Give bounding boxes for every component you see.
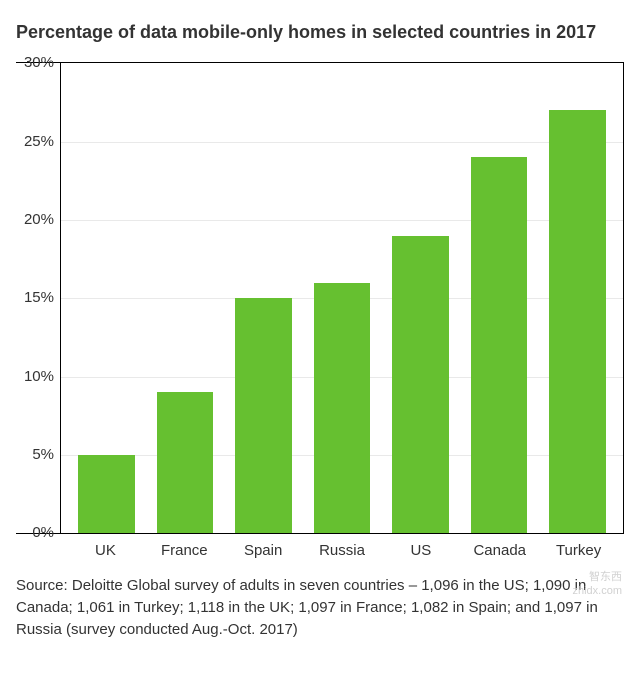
bar-russia: [314, 283, 371, 534]
chart-area: 30% 25% 20% 15% 10% 5% 0%: [16, 62, 624, 534]
x-label: Turkey: [539, 542, 618, 559]
x-label: US: [381, 542, 460, 559]
chart-container: Percentage of data mobile-only homes in …: [0, 0, 640, 659]
bar-slot: [224, 63, 303, 533]
bar-slot: [303, 63, 382, 533]
chart-title: Percentage of data mobile-only homes in …: [16, 20, 624, 44]
bar-slot: [67, 63, 146, 533]
x-axis-labels: UK France Spain Russia US Canada Turkey: [60, 534, 624, 559]
bar-slot: [146, 63, 225, 533]
x-label: Canada: [460, 542, 539, 559]
y-axis: 30% 25% 20% 15% 10% 5% 0%: [16, 63, 60, 533]
bar-spain: [235, 298, 292, 533]
bar-france: [157, 392, 214, 533]
bar-slot: [381, 63, 460, 533]
bar-uk: [78, 455, 135, 533]
x-axis: UK France Spain Russia US Canada Turkey: [60, 534, 624, 559]
bar-slot: [538, 63, 617, 533]
x-label: France: [145, 542, 224, 559]
plot-area: [60, 63, 624, 533]
bar-us: [392, 236, 449, 534]
bars: [61, 63, 623, 533]
source-text: Source: Deloitte Global survey of adults…: [16, 575, 624, 640]
bar-canada: [471, 157, 528, 533]
x-label: UK: [66, 542, 145, 559]
bar-turkey: [549, 110, 606, 533]
bar-slot: [460, 63, 539, 533]
x-label: Russia: [303, 542, 382, 559]
x-label: Spain: [224, 542, 303, 559]
